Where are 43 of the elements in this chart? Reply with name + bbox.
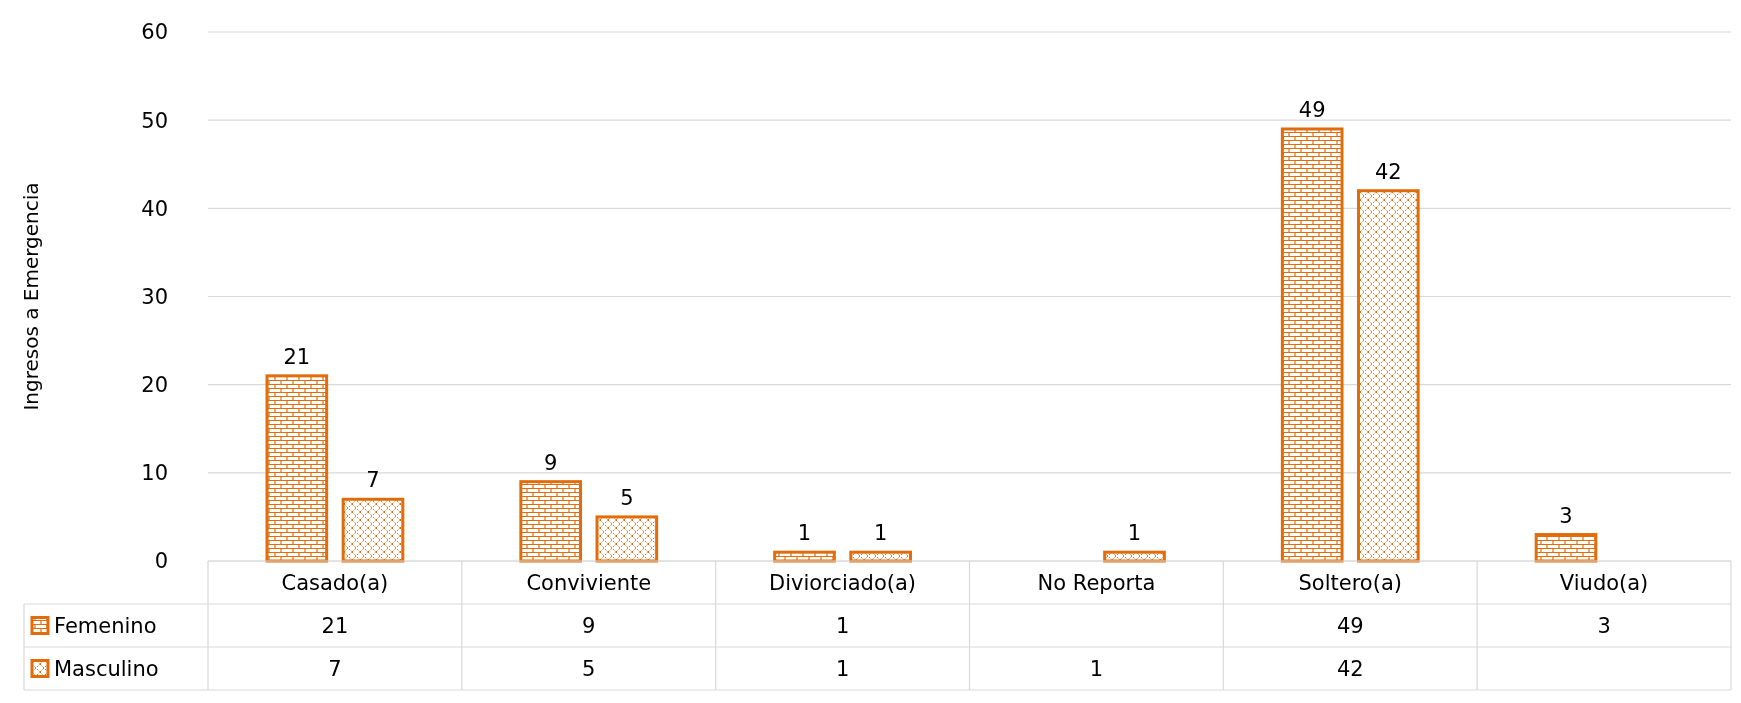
data-label: 9 xyxy=(582,613,596,638)
data-label: 1 xyxy=(1089,656,1104,681)
data-label: 3 xyxy=(1597,613,1611,638)
annotation: 1 xyxy=(873,521,888,546)
y-tick-label: 40 xyxy=(141,196,168,221)
y-tick-label: 30 xyxy=(141,284,168,309)
data-label: 7 xyxy=(328,656,342,681)
bar xyxy=(1280,127,1344,563)
bar xyxy=(265,374,329,563)
x-tick-label: No Reporta xyxy=(1037,570,1156,595)
annotation: 1 xyxy=(1127,521,1142,546)
bar xyxy=(519,480,582,563)
bar xyxy=(1357,189,1420,563)
y-tick-label: 0 xyxy=(154,549,168,574)
data-label: 21 xyxy=(321,613,349,638)
y-tick-label: 60 xyxy=(141,20,168,45)
annotation: 3 xyxy=(1559,503,1573,528)
data-label: 49 xyxy=(1336,613,1364,638)
annotation: 1 xyxy=(797,521,812,546)
legend-label: Masculino xyxy=(54,656,159,681)
y-tick-label: 50 xyxy=(141,108,168,133)
x-tick-label: Soltero(a) xyxy=(1298,570,1402,595)
data-label: 1 xyxy=(835,656,850,681)
x-tick-label: Casado(a) xyxy=(281,570,389,595)
annotation: 9 xyxy=(543,450,558,475)
annotation: 7 xyxy=(366,468,380,493)
y-axis-title: Ingresos a Emergencia xyxy=(19,182,43,411)
x-tick-label: Diviorciado(a) xyxy=(769,570,917,595)
data-label: 5 xyxy=(582,656,596,681)
bar xyxy=(341,497,405,563)
data-label: 42 xyxy=(1336,656,1364,681)
annotation: 21 xyxy=(283,344,311,369)
bar xyxy=(1534,533,1598,563)
x-tick-label: Viudo(a) xyxy=(1559,570,1649,595)
annotation: 5 xyxy=(620,485,634,510)
bar xyxy=(595,515,659,563)
data-label: 1 xyxy=(835,613,850,638)
x-tick-label: Conviviente xyxy=(526,570,652,595)
annotation: 42 xyxy=(1374,159,1402,184)
y-tick-label: 20 xyxy=(141,373,168,398)
legend-label: Femenino xyxy=(54,613,157,638)
annotation: 49 xyxy=(1298,97,1326,122)
y-tick-label: 10 xyxy=(141,461,168,486)
